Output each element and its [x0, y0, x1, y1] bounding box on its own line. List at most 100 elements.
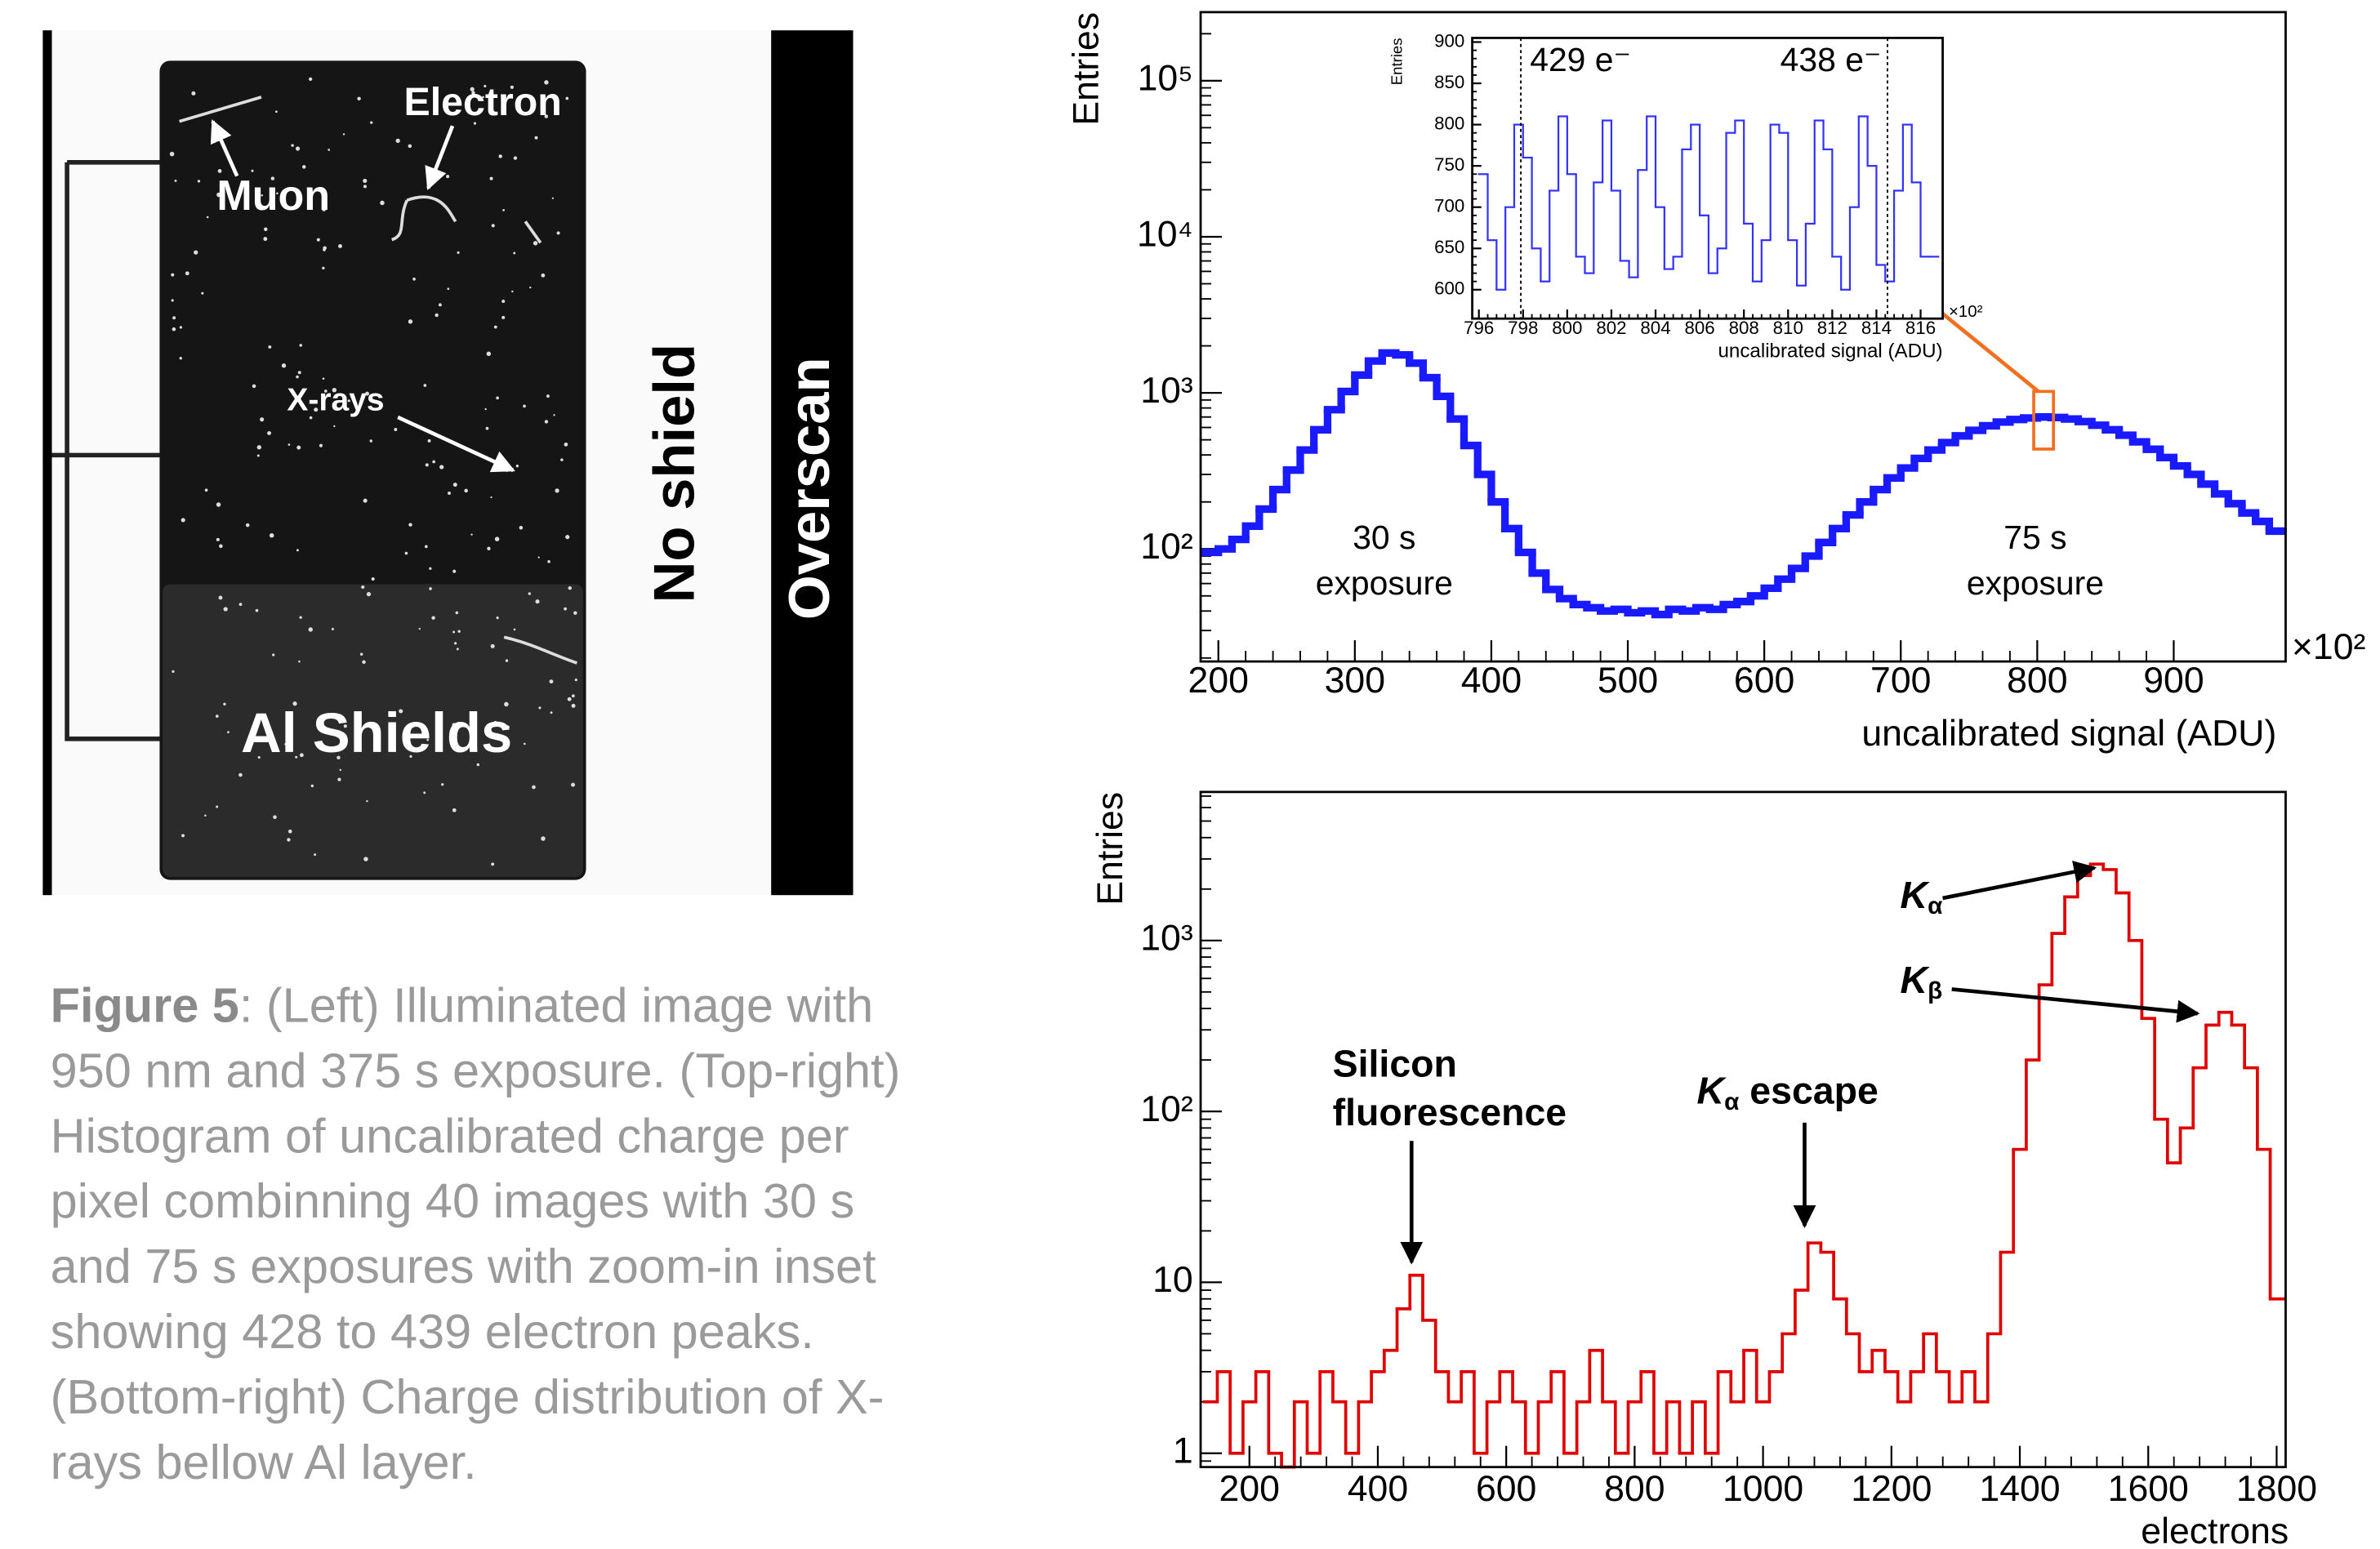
- hit: [452, 569, 457, 573]
- image-edge: [42, 30, 52, 896]
- hit: [275, 110, 278, 114]
- hit: [519, 526, 524, 530]
- hit: [447, 287, 450, 291]
- hit: [491, 862, 495, 866]
- x-axis-label: uncalibrated signal (ADU): [1861, 714, 2276, 754]
- x-tick-label: 814: [1861, 318, 1892, 338]
- hit: [529, 286, 532, 289]
- hit: [439, 465, 444, 470]
- label: Electron: [404, 80, 562, 124]
- x-tick-label: 802: [1596, 318, 1626, 338]
- hit: [501, 299, 506, 303]
- annotation-arrow: [1942, 861, 2097, 901]
- plot-frame: [1199, 790, 2287, 1469]
- x-tick-label: 700: [1870, 661, 1931, 701]
- hit: [331, 627, 334, 630]
- hit: [215, 714, 219, 718]
- hit: [343, 724, 347, 728]
- hit: [171, 299, 174, 302]
- y-tick-label: 800: [1434, 113, 1464, 133]
- hit: [366, 799, 368, 803]
- hit: [268, 345, 272, 349]
- hit: [206, 216, 209, 219]
- annotation: Silicon: [1333, 1042, 1457, 1084]
- hit: [218, 595, 223, 600]
- hit: [319, 443, 323, 447]
- hit: [370, 121, 373, 124]
- hit: [560, 458, 564, 461]
- hit: [267, 430, 272, 435]
- hit: [556, 231, 560, 235]
- hit: [432, 460, 436, 464]
- hit: [446, 175, 450, 179]
- y-tick-label: 1: [1173, 1431, 1193, 1471]
- hit: [471, 91, 475, 95]
- hit: [287, 838, 291, 842]
- x-tick-label: 800: [1552, 318, 1582, 338]
- hit: [181, 834, 185, 838]
- x-tick-label: 200: [1219, 1469, 1280, 1509]
- hit: [309, 416, 313, 420]
- label: Overscan: [777, 357, 841, 620]
- hit: [418, 627, 421, 630]
- hit: [172, 316, 176, 320]
- x-tick-label: 806: [1685, 318, 1715, 338]
- hit: [496, 396, 499, 400]
- hit: [511, 290, 514, 293]
- hit: [347, 399, 350, 403]
- hit: [361, 585, 365, 590]
- hit: [441, 783, 444, 786]
- hit: [179, 357, 182, 360]
- hit: [314, 407, 319, 412]
- y-tick-label: 10⁵: [1138, 59, 1193, 99]
- plot-frame: [1471, 37, 1944, 320]
- plot-area: [1472, 38, 1943, 319]
- caption-label: Figure 5: [51, 977, 239, 1032]
- caption-text: pixel combinning 40 images with 30 s: [51, 1173, 855, 1228]
- hit: [238, 603, 243, 607]
- label: Muon: [216, 172, 330, 220]
- caption-line: showing 428 to 439 electron peaks.: [51, 1304, 814, 1359]
- hit: [544, 80, 549, 85]
- hit: [252, 384, 256, 389]
- hit: [496, 616, 499, 620]
- annotation: Kα: [1901, 874, 1943, 919]
- hit: [204, 814, 207, 817]
- hit: [515, 465, 519, 468]
- x-tick-label: 1400: [1979, 1469, 2060, 1509]
- hit: [263, 237, 268, 242]
- hit: [363, 857, 368, 861]
- y-tick-label: 650: [1434, 237, 1464, 257]
- hit: [185, 271, 189, 276]
- hit: [332, 388, 336, 393]
- y-tick-label: 900: [1434, 30, 1464, 51]
- subscript: β: [1928, 977, 1942, 1004]
- caption-text: showing 428 to 439 electron peaks.: [51, 1304, 814, 1359]
- subscript: α: [1724, 1088, 1739, 1115]
- hit: [328, 149, 331, 151]
- hit: [338, 243, 342, 248]
- hit: [264, 227, 268, 231]
- arrow: [397, 415, 515, 473]
- chart: 200 400 600 800 1000 1200 1400 1600 1800 1 10 10² 10…: [1090, 790, 2317, 1549]
- hit: [455, 611, 459, 615]
- x-multiplier: ×10²: [1949, 303, 1983, 321]
- hit: [362, 660, 366, 665]
- hit: [555, 488, 559, 493]
- hit: [538, 706, 542, 710]
- annotation: exposure: [1967, 564, 2104, 602]
- caption-text: and 75 s exposures with zoom-in inset: [51, 1239, 876, 1293]
- hit: [493, 720, 497, 724]
- hit: [423, 384, 427, 387]
- shielded-region: [163, 584, 583, 877]
- hit: [452, 808, 457, 812]
- hit: [291, 144, 294, 147]
- x-tick-label: 1600: [2108, 1469, 2189, 1509]
- y-axis-label: Entries: [1066, 12, 1106, 126]
- hit: [227, 731, 230, 734]
- hit: [534, 136, 538, 140]
- hit: [260, 417, 265, 422]
- hit: [204, 488, 208, 492]
- arrow: [425, 125, 455, 190]
- annotation: fluorescence: [1333, 1091, 1567, 1133]
